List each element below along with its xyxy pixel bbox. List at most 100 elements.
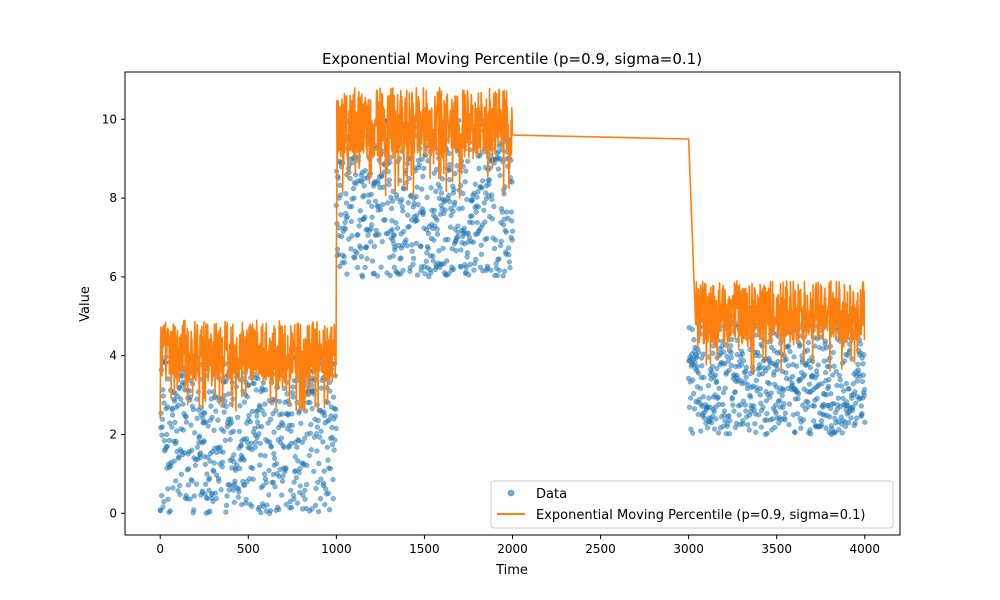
data-point bbox=[422, 271, 428, 277]
data-point bbox=[716, 385, 722, 391]
data-point bbox=[165, 486, 171, 492]
data-point bbox=[276, 506, 282, 513]
data-point bbox=[382, 217, 388, 223]
data-point bbox=[390, 253, 396, 259]
data-point bbox=[701, 374, 707, 381]
data-point bbox=[696, 396, 702, 403]
data-point bbox=[795, 390, 802, 397]
data-point bbox=[498, 242, 504, 249]
data-point bbox=[309, 506, 315, 512]
data-point bbox=[447, 161, 453, 168]
data-point bbox=[226, 391, 232, 397]
data-point bbox=[469, 220, 475, 226]
data-point bbox=[169, 407, 176, 413]
data-point bbox=[507, 264, 513, 271]
data-point bbox=[740, 421, 746, 427]
data-point bbox=[743, 408, 749, 414]
data-point bbox=[220, 449, 226, 455]
data-point bbox=[272, 455, 278, 462]
data-point bbox=[311, 468, 317, 474]
data-point bbox=[811, 418, 817, 424]
data-point bbox=[314, 424, 321, 430]
data-point bbox=[440, 245, 446, 251]
data-point bbox=[379, 173, 385, 180]
data-point bbox=[691, 337, 697, 343]
data-point bbox=[189, 447, 195, 453]
data-point bbox=[694, 364, 700, 370]
data-point bbox=[238, 442, 244, 449]
data-point bbox=[256, 431, 262, 437]
data-point bbox=[848, 415, 854, 421]
data-point bbox=[705, 383, 712, 389]
data-point bbox=[801, 372, 808, 378]
data-point bbox=[805, 404, 811, 410]
data-point bbox=[342, 226, 349, 232]
data-point bbox=[279, 478, 286, 484]
data-point bbox=[419, 186, 425, 192]
data-point bbox=[711, 408, 717, 415]
data-point bbox=[289, 411, 295, 417]
data-point bbox=[160, 393, 166, 399]
data-point bbox=[858, 403, 865, 409]
data-point bbox=[500, 273, 506, 279]
data-point bbox=[393, 220, 399, 226]
data-point bbox=[202, 481, 209, 487]
data-point bbox=[330, 476, 336, 483]
data-point bbox=[500, 222, 507, 228]
data-point bbox=[826, 377, 832, 383]
data-point bbox=[834, 382, 840, 389]
data-point bbox=[454, 234, 461, 240]
data-point bbox=[405, 212, 411, 218]
data-point bbox=[243, 496, 249, 503]
data-point bbox=[807, 364, 814, 371]
data-point bbox=[463, 168, 469, 174]
data-point bbox=[316, 460, 322, 467]
data-point bbox=[727, 343, 734, 349]
data-point bbox=[779, 392, 785, 399]
data-point bbox=[742, 402, 748, 408]
data-point bbox=[386, 177, 393, 183]
data-point bbox=[297, 483, 303, 489]
data-point bbox=[471, 267, 477, 273]
data-point bbox=[474, 194, 480, 200]
data-point bbox=[740, 358, 747, 364]
data-point bbox=[420, 173, 426, 180]
data-point bbox=[491, 203, 497, 210]
data-point bbox=[308, 421, 314, 428]
data-point bbox=[188, 422, 194, 428]
data-point bbox=[262, 387, 269, 393]
data-point bbox=[397, 271, 404, 277]
data-point bbox=[341, 254, 347, 260]
data-point bbox=[423, 258, 429, 265]
data-point bbox=[434, 217, 440, 223]
data-point bbox=[501, 268, 508, 274]
data-point bbox=[420, 209, 427, 215]
x-tick-label: 2000 bbox=[497, 542, 528, 556]
data-point bbox=[804, 347, 811, 354]
data-point bbox=[169, 412, 176, 418]
data-point bbox=[714, 365, 720, 372]
data-point bbox=[860, 372, 867, 378]
data-point bbox=[265, 420, 271, 426]
data-point bbox=[689, 430, 696, 436]
data-point bbox=[312, 502, 319, 509]
data-point bbox=[405, 200, 411, 206]
data-point bbox=[361, 183, 367, 189]
data-point bbox=[339, 233, 345, 240]
data-point bbox=[433, 188, 439, 195]
data-point bbox=[830, 372, 836, 378]
data-point bbox=[805, 399, 811, 405]
data-point bbox=[306, 452, 312, 459]
data-point bbox=[401, 228, 407, 235]
data-point bbox=[509, 237, 515, 243]
data-point bbox=[421, 165, 427, 172]
data-point bbox=[368, 239, 374, 245]
data-point bbox=[191, 430, 198, 436]
data-point bbox=[691, 390, 697, 397]
data-point bbox=[344, 213, 351, 220]
data-point bbox=[230, 428, 237, 435]
data-point bbox=[271, 429, 277, 435]
data-point bbox=[309, 405, 315, 412]
data-point bbox=[250, 476, 256, 482]
data-point bbox=[223, 403, 229, 410]
